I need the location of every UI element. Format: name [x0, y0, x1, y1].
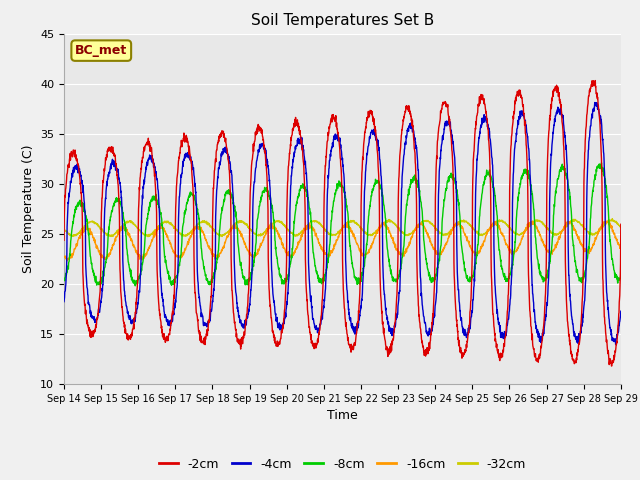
- -16cm: [617, 245, 625, 251]
- -16cm: [584, 248, 591, 253]
- -4cm: [591, 100, 598, 106]
- -2cm: [617, 221, 625, 227]
- -16cm: [359, 252, 367, 258]
- Line: -16cm: -16cm: [64, 221, 621, 261]
- -8cm: [568, 220, 575, 226]
- X-axis label: Time: Time: [327, 409, 358, 422]
- -8cm: [584, 255, 591, 261]
- -4cm: [216, 164, 223, 170]
- -4cm: [583, 182, 591, 188]
- -4cm: [568, 313, 575, 319]
- -2cm: [607, 363, 615, 369]
- -32cm: [609, 216, 616, 222]
- -32cm: [216, 233, 223, 239]
- -32cm: [568, 218, 575, 224]
- -32cm: [617, 225, 625, 230]
- -8cm: [617, 271, 625, 276]
- Line: -2cm: -2cm: [64, 81, 621, 366]
- -4cm: [504, 316, 512, 322]
- Title: Soil Temperatures Set B: Soil Temperatures Set B: [251, 13, 434, 28]
- -4cm: [617, 308, 625, 314]
- -8cm: [371, 182, 379, 188]
- -8cm: [216, 228, 223, 233]
- -32cm: [584, 228, 591, 234]
- -8cm: [131, 283, 139, 288]
- -16cm: [63, 258, 71, 264]
- -16cm: [504, 245, 512, 251]
- -4cm: [371, 130, 378, 136]
- -4cm: [358, 290, 366, 296]
- -8cm: [598, 160, 605, 166]
- -2cm: [583, 111, 591, 117]
- -4cm: [612, 342, 620, 348]
- Text: BC_met: BC_met: [75, 44, 127, 57]
- -8cm: [504, 277, 512, 283]
- -2cm: [568, 352, 575, 358]
- -2cm: [504, 293, 512, 299]
- -4cm: [60, 299, 68, 304]
- -8cm: [60, 277, 68, 283]
- -2cm: [371, 124, 378, 130]
- Line: -4cm: -4cm: [64, 103, 621, 345]
- -16cm: [60, 253, 68, 259]
- -2cm: [60, 238, 68, 243]
- -16cm: [603, 218, 611, 224]
- -2cm: [358, 162, 366, 168]
- Line: -32cm: -32cm: [64, 219, 621, 237]
- -32cm: [60, 227, 68, 232]
- Legend: -2cm, -4cm, -8cm, -16cm, -32cm: -2cm, -4cm, -8cm, -16cm, -32cm: [154, 453, 531, 476]
- -32cm: [359, 228, 367, 233]
- -32cm: [504, 223, 512, 228]
- -16cm: [216, 251, 223, 257]
- -32cm: [144, 234, 152, 240]
- -32cm: [371, 230, 379, 236]
- Y-axis label: Soil Temperature (C): Soil Temperature (C): [22, 144, 35, 273]
- -16cm: [371, 234, 379, 240]
- -2cm: [591, 78, 599, 84]
- -16cm: [568, 221, 575, 227]
- -8cm: [359, 270, 367, 276]
- Line: -8cm: -8cm: [64, 163, 621, 286]
- -2cm: [216, 136, 223, 142]
